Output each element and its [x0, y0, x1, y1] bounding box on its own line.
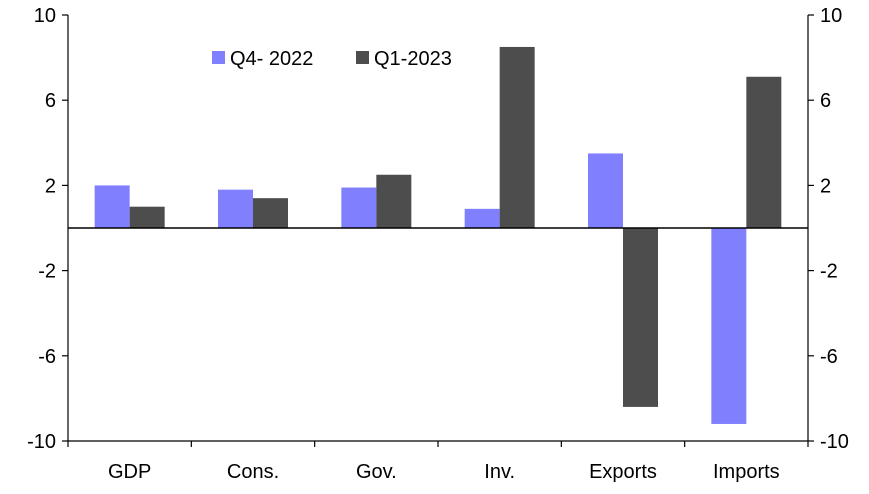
bar-gov-series-1 — [341, 187, 377, 228]
axes-layer: 10 10 6 6 2 2 -2 -2 -6 -6 -10 -10 GDP Cons. Gov. Inv. Ex… — [27, 5, 849, 483]
bar-gov-series-2 — [376, 174, 412, 228]
right-y-tick-label: -10 — [820, 431, 849, 453]
bar-inv-series-1 — [464, 208, 500, 228]
legend: Q4- 2022 Q1-2023 — [212, 48, 452, 70]
right-y-tick-label: -6 — [820, 346, 838, 368]
bar-gdp-series-2 — [129, 206, 165, 228]
left-y-tick-label: -6 — [38, 346, 56, 368]
bar-exports-series-2 — [623, 228, 658, 407]
right-y-tick-label: -2 — [820, 261, 838, 283]
bars-layer — [94, 46, 782, 424]
left-y-tick-label: -10 — [27, 431, 56, 453]
bar-cons-series-2 — [253, 198, 288, 228]
right-y-tick-label: 2 — [820, 175, 831, 197]
right-y-tick-label: 10 — [820, 5, 842, 27]
x-tick-label: GDP — [108, 461, 151, 483]
bar-exports-series-1 — [588, 153, 623, 228]
bar-cons-series-1 — [218, 189, 253, 228]
left-y-tick-label: 10 — [34, 5, 56, 27]
legend-swatch-series-2 — [356, 51, 369, 64]
right-y-tick-label: 6 — [820, 90, 831, 112]
legend-label-series-2: Q1-2023 — [374, 48, 452, 70]
left-y-tick-label: 6 — [45, 90, 56, 112]
bar-gdp-series-1 — [94, 185, 130, 228]
x-tick-label: Inv. — [484, 461, 515, 483]
legend-label-series-1: Q4- 2022 — [230, 48, 313, 70]
left-y-tick-label: -2 — [38, 261, 56, 283]
x-tick-label: Cons. — [227, 461, 279, 483]
bar-imports-series-1 — [711, 228, 747, 424]
left-y-tick-label: 2 — [45, 175, 56, 197]
x-tick-label: Imports — [713, 461, 780, 483]
bar-imports-series-2 — [746, 76, 782, 229]
x-tick-label: Gov. — [356, 461, 397, 483]
legend-swatch-series-1 — [212, 51, 225, 64]
bar-inv-series-2 — [499, 46, 535, 229]
x-tick-label: Exports — [589, 461, 657, 483]
